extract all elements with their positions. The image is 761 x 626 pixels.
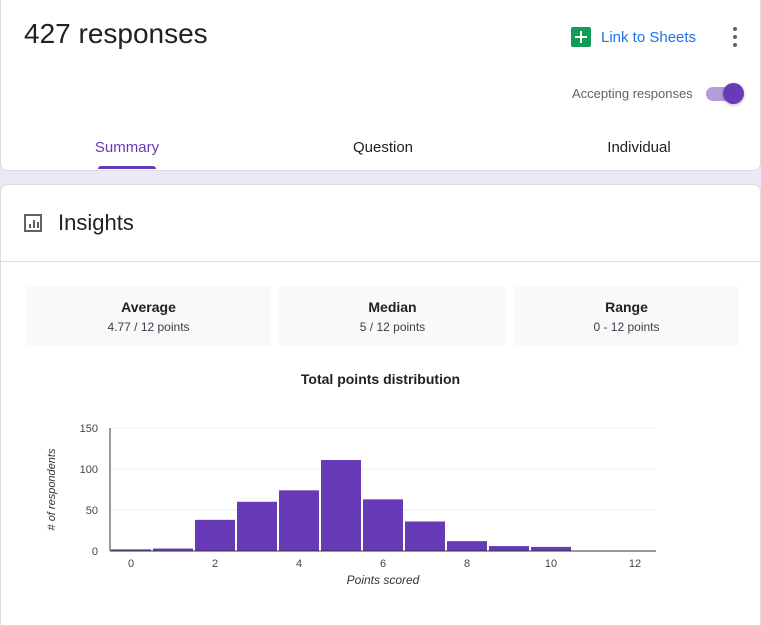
histogram-bar	[279, 490, 319, 551]
response-count: 427 responses	[24, 18, 208, 49]
y-tick-label: 100	[80, 464, 98, 476]
histogram-bar	[363, 499, 403, 551]
stat-title: Average	[121, 299, 176, 315]
stat-value: 5 / 12 points	[359, 320, 426, 334]
y-tick-label: 150	[80, 423, 98, 435]
stat-median: Median 5 / 12 points	[279, 286, 506, 346]
stat-title: Range	[605, 299, 648, 315]
histogram-bar	[237, 501, 277, 551]
divider	[1, 261, 760, 262]
histogram-bar	[447, 541, 487, 551]
points-distribution-chart: 0 50 100 150 0 2 4 6 8 10 12 Points scored # of resp…	[46, 423, 656, 587]
x-axis-label: Points scored	[347, 573, 420, 587]
x-tick-label: 12	[629, 558, 641, 570]
active-tab-indicator	[98, 166, 156, 169]
y-tick-label: 50	[86, 505, 98, 517]
x-tick-label: 2	[212, 558, 218, 570]
y-tick-label: 0	[92, 546, 98, 558]
accepting-responses-label: Accepting responses	[572, 86, 693, 101]
tab-summary[interactable]: Summary	[94, 139, 160, 156]
stat-value: 4.77 / 12 points	[107, 320, 190, 334]
insights-title: Insights	[58, 210, 134, 235]
more-options-icon[interactable]	[727, 25, 743, 49]
x-tick-label: 8	[464, 558, 470, 570]
link-to-sheets-label: Link to Sheets	[601, 28, 697, 46]
x-tick-label: 10	[545, 558, 557, 570]
insights-card	[0, 184, 761, 626]
histogram-bar	[195, 519, 235, 551]
insights-header: Insights	[24, 210, 134, 236]
histogram-bar	[405, 521, 445, 551]
sheets-icon	[571, 27, 591, 47]
responses-header-card	[0, 0, 761, 171]
stat-title: Median	[368, 299, 417, 315]
stat-value: 0 - 12 points	[593, 320, 660, 334]
chart-title: Total points distribution	[300, 371, 461, 387]
histogram-bar	[111, 549, 151, 551]
x-tick-label: 4	[296, 558, 302, 570]
histogram-bar	[489, 546, 529, 551]
x-tick-label: 0	[128, 558, 134, 570]
histogram-bar	[321, 459, 361, 551]
insights-chart-icon	[24, 214, 42, 232]
x-tick-label: 6	[380, 558, 386, 570]
tab-question[interactable]: Question	[352, 139, 414, 156]
stat-average: Average 4.77 / 12 points	[26, 286, 271, 346]
stat-range: Range 0 - 12 points	[514, 286, 739, 346]
response-tabs: Summary Question Individual	[0, 128, 759, 170]
histogram-bar	[531, 546, 571, 551]
accepting-responses-toggle[interactable]	[706, 83, 744, 104]
tab-individual[interactable]: Individual	[607, 139, 671, 156]
y-axis-label: # of respondents	[46, 448, 58, 530]
histogram-bar	[153, 548, 193, 551]
link-to-sheets-button[interactable]: Link to Sheets	[571, 27, 696, 47]
